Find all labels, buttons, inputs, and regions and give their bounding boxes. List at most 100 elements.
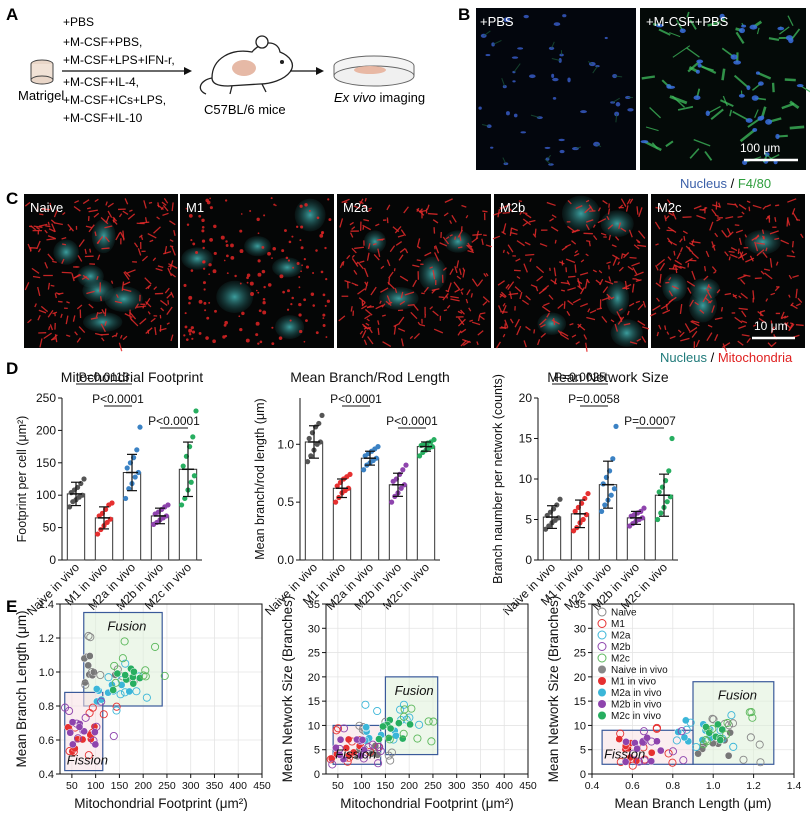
mito-filament bbox=[167, 267, 173, 277]
mito-filament bbox=[714, 232, 719, 238]
mito-filament bbox=[389, 245, 396, 253]
mito-dot bbox=[263, 285, 266, 289]
data-point bbox=[608, 492, 614, 498]
mito-dot bbox=[257, 291, 260, 294]
data-point bbox=[400, 467, 406, 473]
mito-dot bbox=[241, 311, 245, 316]
data-point bbox=[132, 474, 138, 480]
mito-filament bbox=[709, 221, 714, 231]
mito-dot bbox=[325, 336, 328, 339]
x-tick-label: 0.6 bbox=[625, 780, 640, 792]
mito-filament bbox=[392, 226, 400, 233]
f480-process bbox=[483, 30, 491, 37]
f480-process bbox=[704, 150, 713, 161]
nucleus-dot bbox=[485, 53, 491, 57]
mito-dot bbox=[239, 229, 243, 233]
mito-dot bbox=[206, 316, 210, 320]
mito-dot bbox=[287, 259, 291, 262]
mito-filament bbox=[774, 237, 780, 241]
nucleus-dot bbox=[667, 85, 676, 89]
mito-filament bbox=[95, 311, 99, 318]
scatter-point bbox=[81, 680, 90, 689]
y-tick-label: 10 bbox=[574, 720, 586, 732]
legend-label: M2c bbox=[611, 654, 630, 665]
data-point bbox=[583, 512, 590, 518]
f480-process bbox=[547, 154, 552, 160]
mito-filament bbox=[460, 340, 467, 347]
mito-filament bbox=[627, 265, 634, 271]
mito-dot bbox=[188, 333, 192, 336]
scatter-point bbox=[104, 673, 113, 682]
mito-filament bbox=[674, 259, 683, 266]
mito-filament bbox=[765, 204, 772, 208]
scatter-point bbox=[386, 724, 395, 733]
mito-filament bbox=[694, 301, 699, 306]
y-tick-label: 1.4 bbox=[39, 599, 54, 611]
legend-marker bbox=[597, 619, 607, 628]
mito-filament bbox=[601, 297, 609, 301]
mito-filament bbox=[149, 239, 154, 243]
mito-filament bbox=[499, 206, 503, 211]
f480-process bbox=[513, 63, 521, 73]
mito-filament bbox=[740, 278, 746, 285]
mito-dot bbox=[209, 206, 213, 210]
mito-filament bbox=[67, 223, 74, 232]
mito-filament bbox=[126, 269, 136, 275]
mito-filament bbox=[36, 226, 41, 231]
mito-filament bbox=[738, 237, 742, 246]
mito-filament bbox=[721, 229, 728, 238]
chart-title: Mean Network Size bbox=[547, 369, 669, 385]
mito-filament bbox=[514, 318, 520, 328]
mito-filament bbox=[703, 275, 709, 281]
mito-filament bbox=[47, 235, 56, 240]
mito-dot bbox=[312, 272, 315, 275]
mito-filament bbox=[615, 236, 620, 241]
mito-filament bbox=[53, 208, 59, 218]
mito-filament bbox=[741, 211, 745, 215]
x-tick-label: 300 bbox=[448, 780, 466, 792]
mito-dot bbox=[262, 310, 267, 315]
chart-title: Mean Branch/Rod Length bbox=[290, 369, 450, 385]
scatter-point bbox=[722, 730, 731, 739]
mito-filament bbox=[39, 338, 43, 348]
mito-dot bbox=[198, 331, 202, 335]
x-axis-label: Mitochondrial Footprint (μm²) bbox=[340, 796, 514, 811]
mito-filament bbox=[469, 319, 473, 323]
mito-filament bbox=[168, 264, 172, 268]
mito-filament bbox=[682, 230, 688, 235]
mito-filament bbox=[712, 204, 721, 208]
mito-filament bbox=[400, 338, 404, 347]
mito-dot bbox=[258, 309, 262, 313]
mito-filament bbox=[770, 326, 775, 334]
x-tick-label: 450 bbox=[253, 780, 271, 792]
mito-dot bbox=[223, 259, 226, 262]
mito-filament bbox=[82, 199, 90, 205]
mito-filament bbox=[470, 293, 473, 298]
mito-filament bbox=[788, 294, 791, 298]
scatter-point bbox=[640, 756, 649, 765]
nucleus-blob bbox=[82, 279, 114, 303]
mito-dot bbox=[230, 255, 235, 260]
nucleus-blob bbox=[53, 239, 79, 265]
mito-filament bbox=[432, 310, 439, 317]
fission-label: Fission bbox=[604, 746, 645, 761]
mito-filament bbox=[762, 251, 768, 259]
nucleus-blob bbox=[744, 229, 781, 255]
f480-process bbox=[592, 65, 598, 74]
mito-dot bbox=[202, 260, 206, 264]
mito-dot bbox=[230, 243, 234, 248]
mito-filament bbox=[557, 303, 564, 309]
mito-filament bbox=[620, 253, 624, 259]
mito-filament bbox=[362, 205, 367, 208]
mito-filament bbox=[557, 330, 562, 335]
x-tick-label: 450 bbox=[519, 780, 537, 792]
x-tick-label: 200 bbox=[400, 780, 418, 792]
nucleus-dot bbox=[640, 140, 649, 144]
micrograph-label-mcsf: +M-CSF+PBS bbox=[646, 14, 729, 29]
f480-process bbox=[687, 60, 701, 73]
mito-filament bbox=[524, 241, 531, 246]
mito-filament bbox=[114, 300, 123, 304]
x-tick-label: 200 bbox=[134, 780, 152, 792]
mito-filament bbox=[664, 215, 667, 222]
mito-filament bbox=[618, 222, 622, 229]
